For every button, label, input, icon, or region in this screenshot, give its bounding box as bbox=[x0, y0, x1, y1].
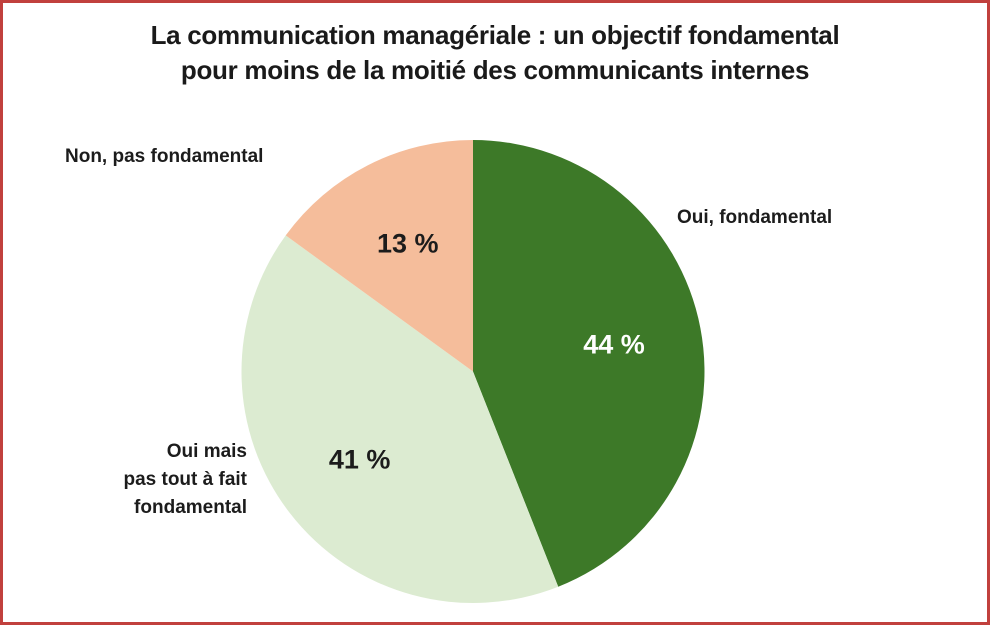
pie-slice-oui-fondamental bbox=[473, 140, 705, 587]
pie-value-label-non-pas-fondamental: 13 % bbox=[377, 229, 439, 259]
pie-label-non-pas-fondamental: Non, pas fondamental bbox=[65, 146, 264, 167]
pie-value-label-oui-fondamental: 44 % bbox=[583, 330, 645, 360]
pie-label-oui-fondamental: Oui, fondamental bbox=[677, 207, 833, 228]
chart-title-line-2: pour moins de la moitié des communicants… bbox=[180, 55, 810, 85]
pie-label-oui-mais-pas-tout-a-fait-fondamental: Oui mais pas tout à fait fondamental bbox=[123, 441, 247, 518]
pie-value-label-oui-mais-pas-tout-a-fait-fondamental: 41 % bbox=[329, 445, 391, 475]
pie-slice-non-pas-fondamental bbox=[285, 140, 473, 372]
pie-slice-oui-mais-pas-tout-a-fait-fondamental bbox=[241, 235, 559, 603]
chart-title: La communication managériale : un object… bbox=[0, 18, 990, 88]
chart-title-line-1: La communication managériale : un object… bbox=[150, 20, 840, 50]
